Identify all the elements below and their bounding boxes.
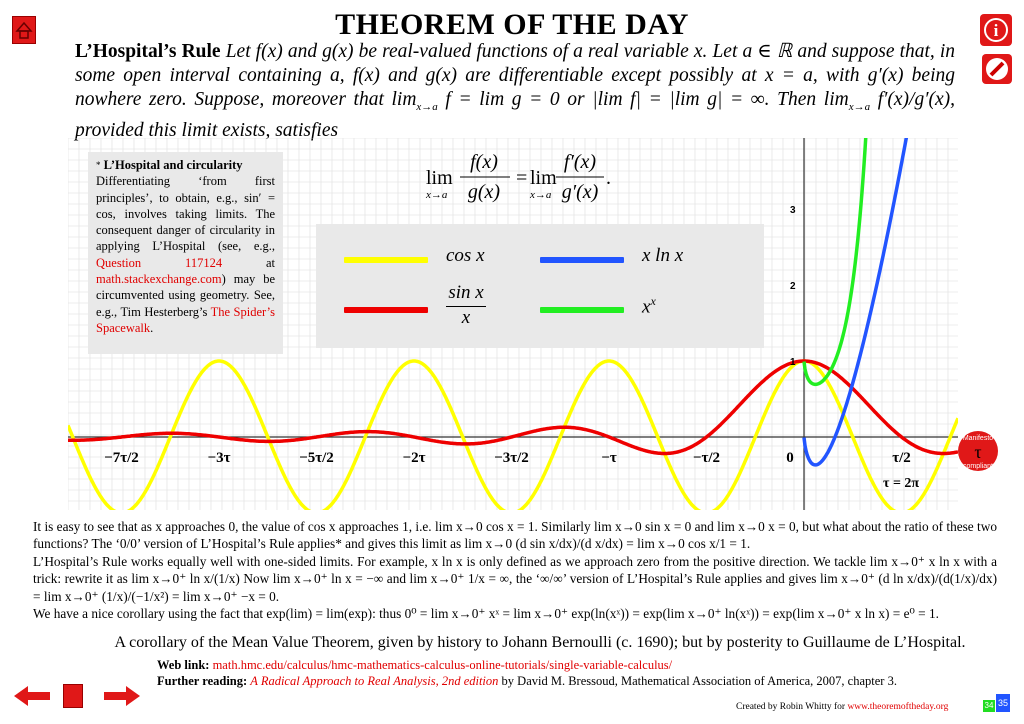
formula-den-right: g′(x) — [562, 181, 599, 203]
legend-sinx-num: sin x — [446, 282, 486, 307]
formula-lim-right: lim — [530, 167, 557, 189]
legend-label-cos: cos x — [446, 245, 485, 266]
index-icon[interactable] — [63, 684, 83, 708]
x-tick-label: −τ — [601, 450, 617, 466]
formula-sub-left: x→a — [425, 189, 448, 201]
references: Web link: math.hmc.edu/calculus/hmc-math… — [157, 657, 957, 689]
formula-lim-left: lim — [426, 167, 453, 189]
y-tick-label: 3 — [790, 205, 796, 216]
formula-den-left: g(x) — [468, 181, 501, 203]
web-link[interactable]: math.hmc.edu/calculus/hmc-mathematics-ca… — [212, 658, 673, 672]
manifesto-top-text: Manifesto — [963, 435, 993, 442]
note-text-3: ) may be circumvented using geometry. Se… — [96, 272, 275, 319]
reading-link[interactable]: A Radical Approach to Real Analysis, 2nd… — [250, 674, 499, 688]
x-tick-label: −2τ — [403, 450, 426, 466]
x-tick-label: −3τ — [208, 450, 231, 466]
badge-35: 35 — [996, 694, 1010, 712]
statement-part-2: f = lim g = 0 or |lim f| = |lim g| = ∞. … — [445, 89, 849, 110]
credit-text: Created by Robin Whitty for — [736, 702, 846, 712]
credit-link[interactable]: www.theoremoftheday.org — [847, 702, 949, 712]
note-heading: L’Hospital and circularity — [103, 158, 243, 172]
legend-label-sinx: sin x x — [446, 282, 486, 329]
corollary-line: A corollary of the Mean Value Theorem, g… — [114, 634, 966, 651]
note-text-4: . — [150, 320, 154, 335]
formula-end: . — [606, 167, 611, 189]
legend-swatch-xx — [540, 307, 624, 313]
reading-label: Further reading: — [157, 674, 248, 688]
legend-sinx-den: x — [461, 307, 471, 328]
x-tick-label: 0 — [786, 450, 794, 466]
sinc-curve — [68, 359, 958, 456]
y-tick-label: 1 — [790, 509, 796, 510]
link-stackexchange[interactable]: math.stackexchange.com — [96, 272, 222, 287]
theorem-name: L’Hospital’s Rule — [75, 41, 221, 62]
legend-xx-exp: x — [650, 294, 656, 308]
home-icon[interactable] — [12, 16, 36, 44]
note-text-1: Differentiating ‘from first principles’,… — [96, 174, 275, 254]
legend-swatch-sinx — [344, 307, 428, 313]
paragraph-3: We have a nice corollary using the fact … — [33, 606, 939, 622]
formula-eq: = — [516, 167, 527, 189]
formula-num-left: f(x) — [470, 151, 498, 173]
page-title: THEOREM OF THE DAY — [335, 8, 689, 41]
web-label: Web link: — [157, 658, 210, 672]
y-tick-label: 2 — [790, 281, 796, 292]
main-formula: lim x→a f(x) g(x) = lim x→a f′(x) g′(x) … — [425, 151, 611, 203]
explanation: It is easy to see that as x approaches 0… — [33, 518, 997, 622]
formula-num-right: f′(x) — [564, 151, 596, 173]
legend: cos x x ln x sin x x xx — [316, 224, 764, 348]
x-tick-label: −τ/2 — [693, 450, 720, 466]
y-tick-label: 4 — [790, 138, 796, 140]
next-arrow-icon[interactable] — [104, 686, 140, 706]
statement-part-1: Let f(x) and g(x) be real-valued functio… — [75, 41, 956, 110]
info-icon[interactable]: i — [980, 14, 1012, 46]
legend-xx-base: x — [642, 296, 651, 318]
reading-rest: by David M. Bressoud, Mathematical Assoc… — [501, 674, 897, 688]
manifesto-bottom-text: compliant — [963, 463, 993, 470]
link-question[interactable]: Question 117124 — [96, 255, 223, 270]
svg-text:i: i — [994, 21, 999, 40]
legend-label-xx: xx — [642, 294, 656, 318]
statement-sub: x→a — [416, 100, 438, 113]
legend-swatch-xlnx — [540, 257, 624, 263]
xx-curve — [802, 138, 868, 387]
paragraph-1: It is easy to see that as x approaches 0… — [33, 519, 997, 552]
prev-arrow-icon[interactable] — [14, 686, 50, 706]
x-tick-label: −5τ/2 — [299, 450, 334, 466]
x-tick-label: −7τ/2 — [104, 450, 139, 466]
statement-part-3: f′(x)/g′(x), provided this limit exists,… — [75, 89, 955, 141]
circularity-note: * L’Hospital and circularity Differentia… — [88, 152, 283, 354]
legend-label-xlnx: x ln x — [642, 245, 684, 266]
x-tick-label: −3τ/2 — [494, 450, 529, 466]
theorem-statement: L’Hospital’s Rule Let f(x) and g(x) be r… — [75, 40, 955, 143]
x-tick-label: τ/2 — [892, 450, 911, 466]
manifesto-symbol: τ — [974, 442, 981, 462]
statement-sub-2: x→a — [848, 100, 871, 113]
tau-note: τ = 2π — [883, 476, 919, 491]
paragraph-2: L’Hospital’s Rule works equally well wit… — [33, 553, 997, 604]
manifesto-badge-icon[interactable]: Manifesto τ compliant — [957, 428, 999, 474]
badge-34: 34 — [983, 700, 995, 712]
note-text-2: at — [265, 255, 276, 270]
xlnx-curve — [802, 138, 909, 467]
pencil-icon[interactable] — [982, 54, 1012, 84]
formula-sub-right: x→a — [529, 189, 552, 201]
link-spider-spacewalk[interactable]: The Spider’s Spacewalk — [96, 304, 275, 335]
credit: Created by Robin Whitty for www.theoremo… — [736, 702, 948, 712]
legend-swatch-cos — [344, 257, 428, 263]
y-tick-label: 1 — [790, 357, 796, 368]
note-star: * — [96, 160, 101, 170]
